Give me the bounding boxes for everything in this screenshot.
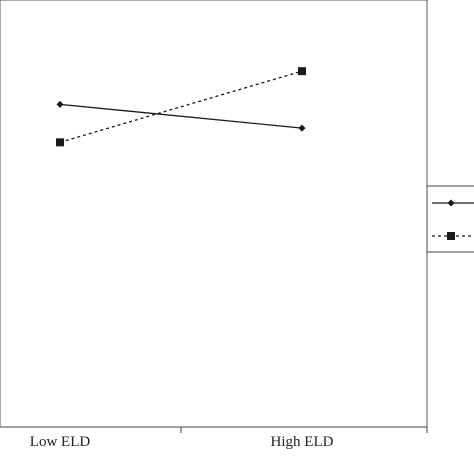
series-layer (56, 67, 306, 147)
legend (426, 185, 474, 253)
legend-marker-series-2-square-icon (447, 232, 455, 240)
x-tick-label-high-eld: High ELD (271, 434, 334, 450)
legend-marker-series-1-diamond-icon (447, 199, 455, 207)
series-1-point-1 (56, 100, 64, 108)
x-tick-label-low-eld: Low ELD (30, 434, 91, 450)
plot-area-frame (0, 0, 428, 428)
series-2-point-2 (298, 67, 306, 76)
legend-box (426, 185, 474, 253)
series-1-line (59, 103, 303, 129)
series-2-point-1 (56, 138, 64, 147)
series-1-point-2 (298, 124, 306, 132)
series-2-line (59, 70, 303, 143)
